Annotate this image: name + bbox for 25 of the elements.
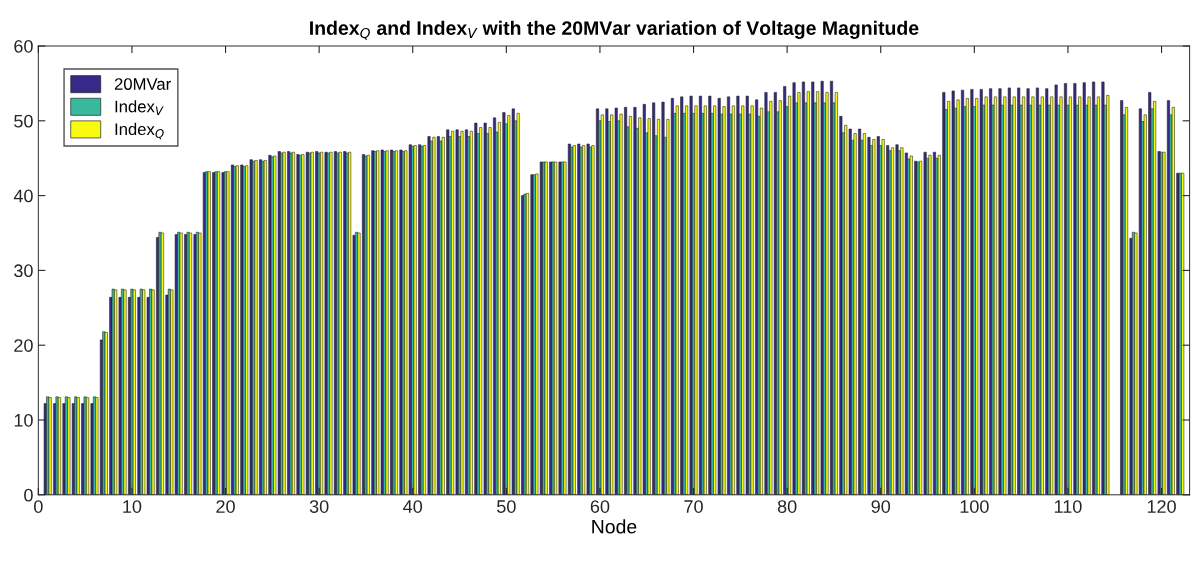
chart-title: Index$_{Q}$ and Index$_{V}$ with the 20MVar variation of Voltage Magnitude: [310, 20, 919, 40]
x-tick-label: 80: [777, 500, 797, 513]
y-tick-label: 20: [14, 339, 33, 352]
x-tick-label: 100: [960, 500, 989, 513]
x-tick-label: 110: [1054, 500, 1082, 513]
x-tick-label: 20: [216, 500, 235, 513]
x-tick-label: 70: [684, 500, 703, 513]
x-tick-label: 60: [590, 500, 610, 513]
y-tick-label: 10: [14, 413, 33, 427]
y-tick-label: 50: [14, 114, 33, 128]
x-axis-title: Node: [592, 519, 637, 534]
x-tick-label: 0: [34, 500, 43, 513]
x-tick-label: 40: [403, 500, 423, 513]
x-tick-label: 90: [871, 500, 891, 513]
y-tick-label: 0: [24, 488, 33, 502]
legend-label: Index$_{Q}$: [115, 122, 164, 140]
y-tick-label: 40: [13, 189, 33, 203]
x-tick-label: 30: [309, 500, 329, 513]
x-tick-label: 50: [497, 500, 516, 513]
legend-label: Index$_{V}$: [115, 100, 164, 116]
x-tick-label: 120: [1147, 500, 1176, 513]
y-tick-label: 60: [14, 39, 33, 53]
legend-label: 20MVar: [114, 78, 171, 90]
y-tick-label: 30: [14, 264, 33, 278]
x-tick-label: 10: [123, 500, 142, 513]
